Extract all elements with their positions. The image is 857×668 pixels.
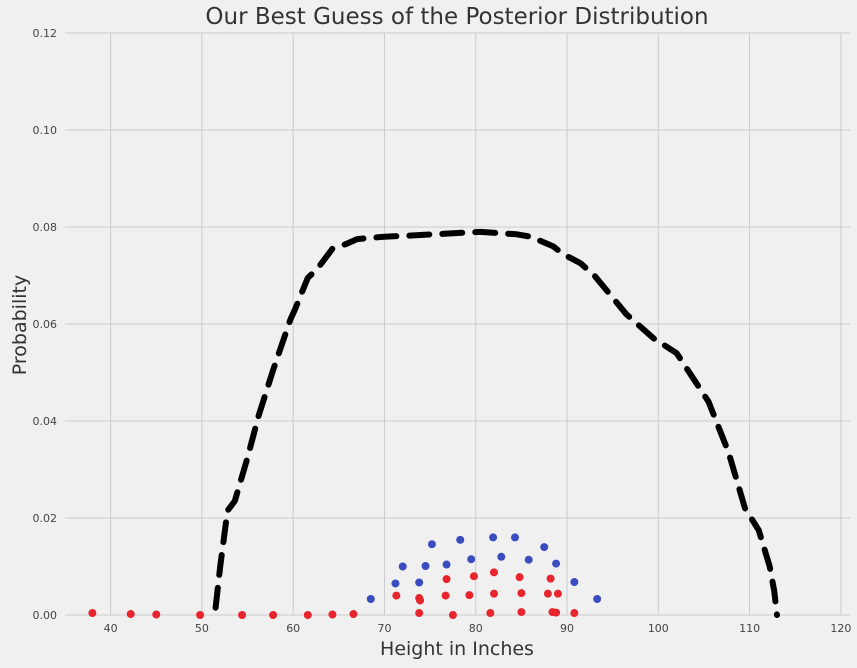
y-tick-labels: 0.00 0.02 0.04 0.06 0.08 0.10 0.12 bbox=[33, 27, 58, 622]
red-point bbox=[543, 589, 552, 598]
blue-point bbox=[415, 578, 424, 587]
red-point bbox=[490, 589, 499, 598]
blue-point bbox=[442, 560, 451, 569]
red-point bbox=[269, 611, 278, 619]
blue-point bbox=[398, 562, 407, 571]
x-tick-label: 110 bbox=[739, 622, 760, 635]
red-point bbox=[465, 591, 474, 600]
red-point bbox=[490, 568, 499, 577]
y-tick-label: 0.00 bbox=[33, 609, 58, 622]
blue-point bbox=[511, 533, 520, 542]
red-point bbox=[392, 591, 401, 600]
y-tick-label: 0.06 bbox=[33, 318, 58, 331]
blue-point bbox=[497, 552, 506, 561]
y-tick-label: 0.02 bbox=[33, 512, 58, 525]
red-point bbox=[486, 609, 495, 618]
red-point bbox=[517, 608, 526, 617]
x-axis-label: Height in Inches bbox=[380, 638, 534, 660]
red-point bbox=[546, 574, 555, 583]
red-point bbox=[416, 596, 425, 605]
blue-point bbox=[391, 579, 400, 588]
red-point bbox=[238, 611, 247, 619]
red-point bbox=[515, 573, 524, 582]
red-point bbox=[441, 591, 450, 600]
y-tick-label: 0.10 bbox=[33, 124, 58, 137]
blue-point bbox=[467, 555, 476, 564]
posterior-dashed-curve bbox=[212, 228, 780, 618]
red-point bbox=[552, 608, 561, 617]
blue-point bbox=[540, 543, 549, 552]
x-tick-label: 70 bbox=[377, 622, 391, 635]
blue-point bbox=[456, 535, 465, 544]
red-point bbox=[349, 610, 358, 619]
blue-point bbox=[427, 540, 436, 549]
red-point bbox=[553, 589, 562, 598]
red-point bbox=[152, 610, 161, 619]
y-tick-label: 0.04 bbox=[33, 415, 58, 428]
red-point bbox=[328, 610, 337, 619]
x-tick-label: 90 bbox=[560, 622, 574, 635]
x-tick-label: 50 bbox=[195, 622, 209, 635]
red-point bbox=[196, 611, 205, 619]
red-point bbox=[415, 609, 424, 618]
chart-title: Our Best Guess of the Posterior Distribu… bbox=[205, 4, 708, 30]
red-point bbox=[570, 609, 579, 618]
x-tick-label: 80 bbox=[469, 622, 483, 635]
red-point bbox=[88, 609, 97, 618]
red-point bbox=[303, 611, 312, 619]
x-tick-label: 120 bbox=[830, 622, 851, 635]
x-tick-labels: 40 50 60 70 80 90 100 110 120 bbox=[104, 622, 852, 635]
x-tick-label: 40 bbox=[104, 622, 118, 635]
y-tick-label: 0.12 bbox=[33, 27, 58, 40]
red-point bbox=[126, 610, 135, 619]
red-point bbox=[448, 611, 457, 619]
blue-point bbox=[552, 559, 561, 568]
blue-point bbox=[366, 594, 375, 603]
red-point bbox=[469, 572, 478, 581]
x-tick-label: 100 bbox=[648, 622, 669, 635]
blue-point bbox=[421, 562, 430, 571]
y-gridlines bbox=[65, 32, 850, 616]
plot-area bbox=[88, 228, 780, 619]
blue-point bbox=[524, 555, 533, 564]
red-point bbox=[442, 575, 451, 584]
y-axis-label: Probability bbox=[9, 275, 31, 375]
blue-point bbox=[570, 578, 579, 587]
x-tick-label: 60 bbox=[286, 622, 300, 635]
red-point bbox=[517, 589, 526, 598]
blue-point bbox=[489, 533, 498, 542]
y-tick-label: 0.08 bbox=[33, 221, 58, 234]
blue-point bbox=[593, 594, 602, 603]
